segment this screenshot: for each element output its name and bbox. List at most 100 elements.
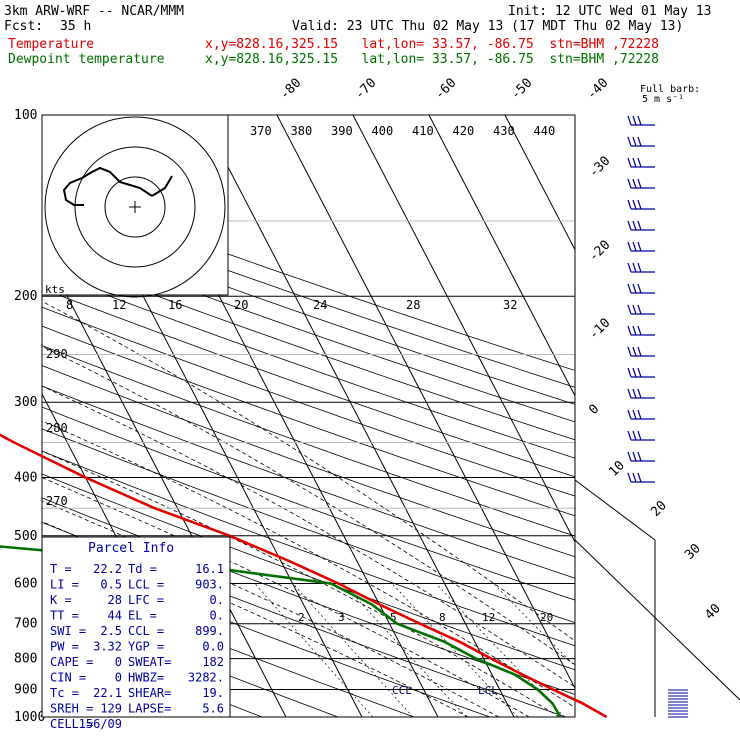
- wind-barb-flag: [627, 115, 632, 126]
- wind-barb-flag: [632, 220, 637, 231]
- mixing-ratio-label: 3: [338, 611, 345, 624]
- wind-barb-flag: [632, 367, 637, 378]
- wind-barb-flag: [637, 430, 642, 441]
- wind-barb-flag: [632, 304, 637, 315]
- wind-barb-flag: [637, 262, 642, 273]
- parcel-info-key: T =: [50, 562, 72, 576]
- hodograph-ring: [104, 176, 166, 238]
- parcel-info-key: K =: [50, 593, 72, 607]
- wind-barb-flag: [627, 451, 632, 462]
- parcel-info-value: 19.: [202, 686, 224, 700]
- temperature-axis-label: -40: [584, 76, 611, 103]
- hodograph-ring: [74, 146, 196, 268]
- wind-barb-flag: [637, 241, 642, 252]
- wind-barb-flag: [627, 472, 632, 483]
- wind-barb-flag: [637, 157, 642, 168]
- wind-barb-flag: [637, 220, 642, 231]
- barb-legend-title: Full barb:: [640, 84, 701, 95]
- moist-adiabat: [42, 500, 499, 717]
- wind-barb-flag: [637, 178, 642, 189]
- wind-barb-flag: [637, 451, 642, 462]
- wind-barb-flag: [627, 430, 632, 441]
- parcel-info-key: SWI =: [50, 624, 86, 638]
- temperature-axis-label: 30: [682, 541, 704, 563]
- isotherm-line: [428, 115, 575, 397]
- wind-barb-flag: [632, 283, 637, 294]
- isotherm-line: [276, 115, 575, 690]
- parcel-info-value: 0: [115, 671, 122, 685]
- parcel-info-key: LAPSE=: [128, 702, 171, 716]
- parcel-info-key: EL =: [128, 609, 157, 623]
- parcel-info-value: 5.6: [202, 702, 224, 716]
- moist-adiabat: [42, 345, 575, 666]
- lcl-label: LCL: [478, 684, 498, 697]
- temperature-profile: [0, 433, 608, 719]
- parcel-info-value: 899.: [195, 624, 224, 638]
- wind-barb-flag: [632, 136, 637, 147]
- hodograph-trace: [62, 166, 173, 206]
- parcel-info-value: 0.5: [100, 578, 122, 592]
- wind-barb-flag: [637, 472, 642, 483]
- hodograph-speed-label: 16: [168, 298, 182, 312]
- wind-barb-flag: [637, 115, 642, 126]
- dry-adiabat: [42, 406, 575, 601]
- wind-barb-flag: [627, 367, 632, 378]
- wind-barb-flag: [637, 283, 642, 294]
- theta-label: 440: [534, 124, 556, 138]
- parcel-info-value: 28: [108, 593, 122, 607]
- theta-label: 270: [46, 494, 68, 508]
- temperature-axis-label: 10: [606, 458, 628, 480]
- theta-label: 400: [372, 124, 394, 138]
- dry-adiabat: [42, 428, 575, 624]
- forecast-label: Fcst:: [4, 19, 44, 34]
- parcel-info-value: 0: [115, 655, 122, 669]
- moist-adiabat: [42, 300, 575, 642]
- wind-barb-flag: [632, 451, 637, 462]
- mixing-ratio-line: [493, 583, 575, 667]
- wind-barb-flag: [627, 199, 632, 210]
- parcel-info-value: 22.1: [93, 686, 122, 700]
- parcel-info-key: LI =: [50, 578, 79, 592]
- theta-label: 370: [250, 124, 272, 138]
- valid-time: Valid: 23 UTC Thu 02 May 13 (17 MDT Thu …: [292, 19, 684, 34]
- parcel-info-key: Td =: [128, 562, 157, 576]
- parcel-info-key: SREH =: [50, 702, 93, 716]
- ccl-label: CCL: [392, 684, 412, 697]
- temperature-axis-label: -10: [586, 316, 613, 343]
- wind-barb-flag: [632, 115, 637, 126]
- legend-temperature-label: Temperature: [8, 37, 95, 52]
- legend-dewpoint-label: Dewpoint temperature: [8, 52, 165, 67]
- wind-barb-flag: [637, 136, 642, 147]
- wind-barb-flag: [627, 136, 632, 147]
- temperature-axis-label: -20: [586, 238, 613, 265]
- wind-barb-flag: [637, 388, 642, 399]
- mixing-ratio-label: 12: [482, 611, 495, 624]
- temperature-axis-label: 20: [648, 498, 670, 520]
- temperature-axis-label: 40: [702, 601, 724, 623]
- hodograph-unit-label: kts: [45, 283, 65, 296]
- hodograph-speed-label: 8: [66, 298, 73, 312]
- pressure-tick-label: 100: [14, 108, 37, 123]
- init-time: Init: 12 UTC Wed 01 May 13: [508, 4, 712, 19]
- dry-adiabat: [42, 573, 415, 717]
- isotherm-line: [352, 115, 575, 544]
- isotherm-line: [581, 115, 740, 717]
- temperature-axis-label: -70: [352, 76, 379, 103]
- pressure-tick-label: 800: [14, 652, 37, 667]
- dry-adiabat: [42, 385, 575, 579]
- hodograph-speed-label: 20: [234, 298, 248, 312]
- pressure-tick-label: 200: [14, 289, 37, 304]
- pressure-tick-label: 900: [14, 682, 37, 697]
- wind-barb-flag: [632, 472, 637, 483]
- wind-barb-flag: [632, 325, 637, 336]
- theta-label: 380: [291, 124, 313, 138]
- parcel-info-value: 44: [108, 609, 122, 623]
- isotherm-line: [42, 246, 287, 717]
- parcel-info-key: CELL =: [50, 717, 93, 731]
- parcel-info-key: CAPE =: [50, 655, 93, 669]
- theta-label: 290: [46, 347, 68, 361]
- parcel-info-key: LCL =: [128, 578, 164, 592]
- wind-barb-flag: [637, 304, 642, 315]
- parcel-info-value: 129: [100, 702, 122, 716]
